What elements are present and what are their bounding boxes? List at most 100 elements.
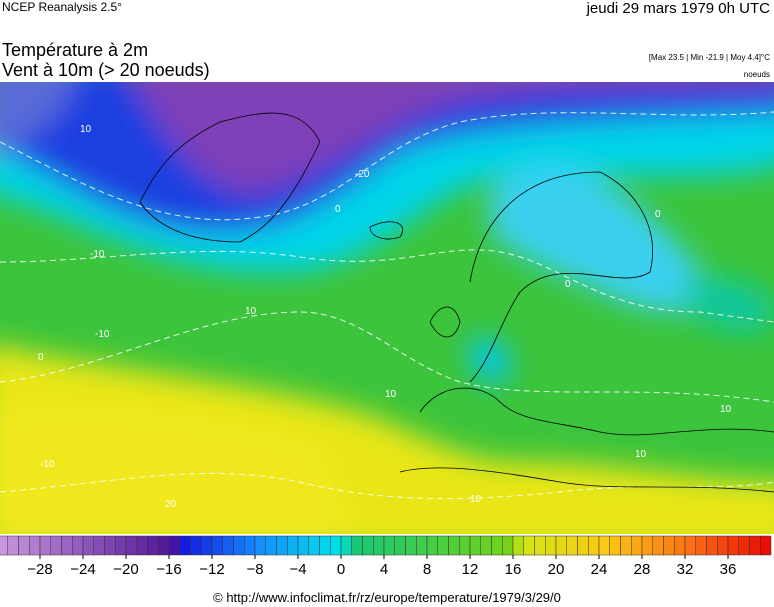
colorbar-swatch bbox=[319, 535, 331, 556]
colorbar-swatch bbox=[104, 535, 116, 556]
date: jeudi 29 mars 1979 0h UTC bbox=[586, 0, 770, 17]
colorbar-swatch bbox=[147, 535, 159, 556]
colorbar-swatch bbox=[373, 535, 385, 556]
colorbar-swatch bbox=[82, 535, 94, 556]
colorbar-swatch bbox=[233, 535, 245, 556]
colorbar-swatch bbox=[416, 535, 428, 556]
colorbar-swatch bbox=[190, 535, 202, 556]
contour-label: 0 bbox=[565, 279, 571, 290]
colorbar-tick-label: −4 bbox=[289, 561, 306, 578]
contour-label: -20 bbox=[355, 169, 370, 180]
colorbar-swatch bbox=[201, 535, 213, 556]
colorbar-swatch bbox=[308, 535, 320, 556]
colorbar-swatch bbox=[523, 535, 535, 556]
colorbar-tick-label: −28 bbox=[27, 561, 52, 578]
colorbar-swatch bbox=[362, 535, 374, 556]
colorbar-swatch bbox=[158, 535, 170, 556]
colorbar-tick-label: 8 bbox=[423, 561, 431, 578]
contour-label: 10 bbox=[385, 389, 397, 400]
colorbar-swatch bbox=[115, 535, 127, 556]
colorbar-swatch bbox=[276, 535, 288, 556]
colorbar-swatch bbox=[72, 535, 84, 556]
contour-label: -10 bbox=[40, 459, 55, 470]
footer: © http://www.infoclimat.fr/rz/europe/tem… bbox=[213, 590, 561, 605]
colorbar-swatch bbox=[287, 535, 299, 556]
colorbar-swatch bbox=[674, 535, 686, 556]
colorbar-swatch bbox=[727, 535, 739, 556]
colorbar-swatch bbox=[340, 535, 352, 556]
colorbar-swatch bbox=[448, 535, 460, 556]
colorbar-swatch bbox=[0, 535, 8, 556]
colorbar-swatch bbox=[480, 535, 492, 556]
colorbar-swatch bbox=[7, 535, 19, 556]
colorbar-swatch bbox=[706, 535, 718, 556]
colorbar-swatch bbox=[695, 535, 707, 556]
colorbar-swatch bbox=[168, 535, 180, 556]
coastlines bbox=[139, 112, 774, 493]
map: 10 -10 -20 0 10 0 -10 10 0 10 -10 0 10 10 20 bbox=[0, 82, 774, 534]
colorbar-tick-label: 24 bbox=[591, 561, 608, 578]
colorbar-tick-label: 28 bbox=[634, 561, 651, 578]
colorbar-swatch bbox=[50, 535, 62, 556]
stats: [Max 23.5 | Min -21.9 | Moy 4.4]°C bbox=[648, 53, 770, 62]
colorbar-tick-label: −20 bbox=[113, 561, 138, 578]
colorbar-swatch bbox=[588, 535, 600, 556]
colorbar-swatch bbox=[652, 535, 664, 556]
colorbar-swatch bbox=[760, 535, 772, 556]
colorbar-tick-label: −12 bbox=[199, 561, 224, 578]
colorbar-swatch bbox=[749, 535, 761, 556]
colorbar-swatch bbox=[620, 535, 632, 556]
colorbar-swatch bbox=[502, 535, 514, 556]
colorbar-swatch bbox=[394, 535, 406, 556]
colorbar-swatch bbox=[663, 535, 675, 556]
contour-label: 0 bbox=[38, 352, 44, 363]
colorbar-tick-label: 4 bbox=[380, 561, 388, 578]
colorbar-swatch bbox=[598, 535, 610, 556]
contour-label: 10 bbox=[245, 306, 257, 317]
colorbar-swatch bbox=[405, 535, 417, 556]
contour-label: 10 bbox=[720, 404, 732, 415]
contour-label: 10 bbox=[470, 494, 482, 505]
contours bbox=[0, 111, 774, 500]
colorbar-swatch bbox=[125, 535, 137, 556]
colorbar-tick-label: 16 bbox=[505, 561, 522, 578]
colorbar-tick-label: 36 bbox=[720, 561, 737, 578]
subtitle: Vent à 10m (> 20 noeuds) bbox=[2, 60, 210, 80]
contour-label: 0 bbox=[335, 204, 341, 215]
contour-label: -10 bbox=[95, 329, 110, 340]
colorbar-swatch bbox=[383, 535, 395, 556]
colorbar-swatch bbox=[609, 535, 621, 556]
colorbar-swatch bbox=[351, 535, 363, 556]
colorbar-swatch bbox=[136, 535, 148, 556]
colorbar-swatch bbox=[179, 535, 191, 556]
wind-unit: noeuds bbox=[743, 70, 770, 79]
colorbar-swatch bbox=[631, 535, 643, 556]
colorbar-swatch bbox=[93, 535, 105, 556]
colorbar-swatch bbox=[437, 535, 449, 556]
contour-label: 10 bbox=[80, 124, 92, 135]
temperature-field bbox=[0, 82, 774, 534]
colorbar-swatch bbox=[244, 535, 256, 556]
colorbar-swatch bbox=[29, 535, 41, 556]
colorbar-swatch bbox=[641, 535, 653, 556]
source: NCEP Reanalysis 2.5° bbox=[2, 0, 122, 14]
colorbar-tick-label: −16 bbox=[156, 561, 181, 578]
colorbar-tick-label: 32 bbox=[677, 561, 694, 578]
colorbar-swatch bbox=[39, 535, 51, 556]
colorbar: −28 −24 −20 −16 −12 −8 −4 0 4 8 12 16 20 24 28 32 36 bbox=[0, 535, 772, 578]
contour-label: 10 bbox=[635, 449, 647, 460]
title: Température à 2m bbox=[2, 40, 149, 60]
colorbar-swatch bbox=[717, 535, 729, 556]
colorbar-tick-label: 12 bbox=[462, 561, 479, 578]
colorbar-swatch bbox=[577, 535, 589, 556]
contour-label: -10 bbox=[90, 249, 105, 260]
colorbar-swatch bbox=[265, 535, 277, 556]
colorbar-swatch bbox=[534, 535, 546, 556]
colorbar-swatch bbox=[459, 535, 471, 556]
colorbar-swatch bbox=[684, 535, 696, 556]
contour-labels: 10 -10 -20 0 10 0 -10 10 0 10 -10 0 10 10 20 bbox=[38, 124, 732, 510]
colorbar-swatch bbox=[566, 535, 578, 556]
colorbar-tick-label: 0 bbox=[337, 561, 345, 578]
colorbar-swatch bbox=[738, 535, 750, 556]
colorbar-swatch bbox=[254, 535, 266, 556]
